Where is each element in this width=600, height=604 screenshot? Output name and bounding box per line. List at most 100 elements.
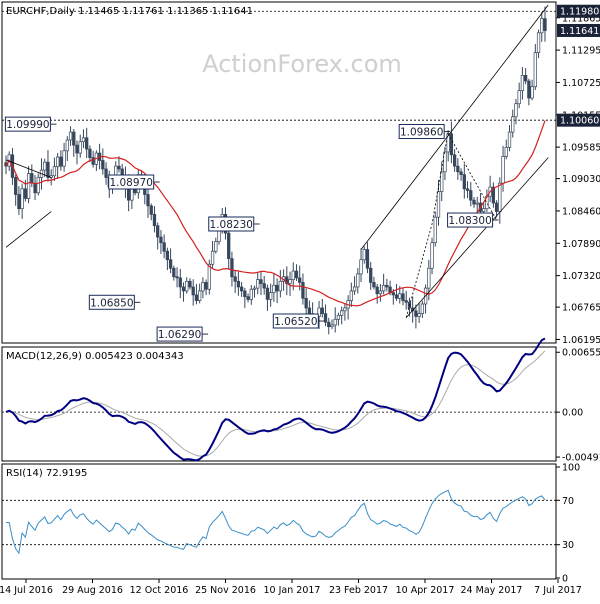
rsi-panel-frame bbox=[1, 463, 557, 580]
candle-body bbox=[504, 147, 508, 157]
candle-body bbox=[349, 290, 353, 301]
candle bbox=[375, 284, 379, 304]
candle-body bbox=[185, 280, 189, 292]
candle bbox=[533, 44, 537, 90]
price-tag-label: 1.11980 bbox=[560, 7, 599, 18]
price-y-tick-label: 1.11865 bbox=[562, 13, 600, 24]
candle bbox=[404, 290, 408, 310]
candle bbox=[26, 166, 31, 204]
candle bbox=[372, 276, 376, 290]
candle-body bbox=[475, 202, 479, 205]
candle bbox=[246, 293, 250, 303]
candle bbox=[323, 304, 328, 327]
candle-body bbox=[156, 225, 160, 238]
candle bbox=[204, 279, 208, 296]
candle bbox=[420, 300, 425, 319]
candle bbox=[81, 129, 86, 149]
candle bbox=[488, 175, 492, 202]
candle-body bbox=[462, 174, 466, 190]
candle-body bbox=[78, 141, 82, 154]
trend-line bbox=[360, 4, 549, 250]
candle-body bbox=[152, 213, 157, 227]
candle bbox=[452, 149, 457, 172]
annotation-label: 1.06850 bbox=[90, 297, 133, 309]
candle-body bbox=[336, 314, 341, 320]
annotation-box bbox=[272, 313, 319, 329]
price-y-tick-label: 1.09030 bbox=[562, 174, 600, 185]
candle bbox=[330, 319, 334, 330]
candle-body bbox=[507, 131, 512, 148]
candle-body bbox=[162, 242, 166, 252]
candle bbox=[443, 146, 447, 181]
candle-body bbox=[59, 156, 63, 167]
candle bbox=[320, 298, 324, 318]
candle-body bbox=[259, 279, 263, 284]
candle bbox=[462, 163, 466, 199]
annotation-label: 1.06520 bbox=[274, 316, 317, 328]
candle bbox=[198, 283, 202, 304]
candle bbox=[236, 271, 241, 296]
candle-body bbox=[298, 277, 302, 283]
price-tag-box bbox=[557, 23, 600, 37]
candle-body bbox=[501, 156, 505, 184]
candle-body bbox=[465, 188, 470, 191]
candle-body bbox=[304, 297, 308, 309]
x-tick-label: 25 Nov 2016 bbox=[195, 585, 256, 596]
candle bbox=[259, 271, 263, 296]
candle-body bbox=[291, 270, 295, 280]
candle-body bbox=[188, 280, 192, 288]
watermark: ActionForex.com bbox=[202, 50, 402, 78]
candle-body bbox=[33, 182, 37, 194]
candle-body bbox=[52, 166, 57, 177]
candle-body bbox=[178, 277, 182, 288]
candle-body bbox=[230, 258, 234, 278]
candle-body bbox=[378, 290, 383, 295]
x-tick-label: 29 Aug 2016 bbox=[62, 585, 123, 596]
candle-body bbox=[168, 259, 173, 269]
annotation-box bbox=[4, 116, 51, 132]
price-annotation: 1.09860 bbox=[398, 124, 451, 140]
macd-signal-line bbox=[5, 350, 546, 457]
trend-line bbox=[5, 211, 52, 248]
candle bbox=[265, 284, 270, 311]
candle bbox=[78, 134, 82, 158]
candle bbox=[491, 182, 496, 208]
candle bbox=[362, 246, 366, 264]
x-tick-label: 14 Jul 2016 bbox=[0, 585, 53, 596]
candle-body bbox=[214, 241, 218, 252]
price-annotation: 1.08300 bbox=[447, 212, 499, 228]
candle-body bbox=[327, 321, 331, 328]
candle-body bbox=[394, 294, 399, 299]
candle bbox=[256, 272, 260, 295]
candle bbox=[243, 287, 247, 308]
candle bbox=[494, 200, 499, 218]
candle bbox=[152, 206, 157, 233]
candle bbox=[285, 266, 289, 296]
candle bbox=[349, 282, 353, 307]
candle bbox=[536, 29, 541, 59]
candle bbox=[511, 109, 515, 138]
annotation-label: 1.09860 bbox=[400, 127, 443, 139]
candle bbox=[417, 303, 421, 323]
candle-body bbox=[43, 161, 47, 171]
candle-body bbox=[239, 286, 244, 292]
candle-body bbox=[456, 165, 460, 173]
candle bbox=[94, 150, 99, 171]
axes-layer: 1.118651.112951.107251.101551.095851.090… bbox=[0, 4, 600, 596]
candle bbox=[327, 317, 331, 335]
price-y-tick-label: 1.11295 bbox=[562, 46, 600, 57]
candle bbox=[333, 307, 337, 333]
candle-body bbox=[75, 144, 79, 154]
price-y-tick-label: 1.06195 bbox=[562, 335, 600, 346]
candle bbox=[304, 288, 308, 319]
candle-body bbox=[540, 18, 544, 34]
candle bbox=[188, 278, 192, 290]
rsi-y-tick-label: 30 bbox=[562, 540, 574, 551]
candle bbox=[172, 265, 176, 281]
candle-body bbox=[165, 250, 170, 261]
candle bbox=[381, 273, 386, 295]
candle bbox=[520, 67, 525, 100]
macd-layer bbox=[2, 337, 556, 462]
candle-body bbox=[352, 286, 357, 292]
